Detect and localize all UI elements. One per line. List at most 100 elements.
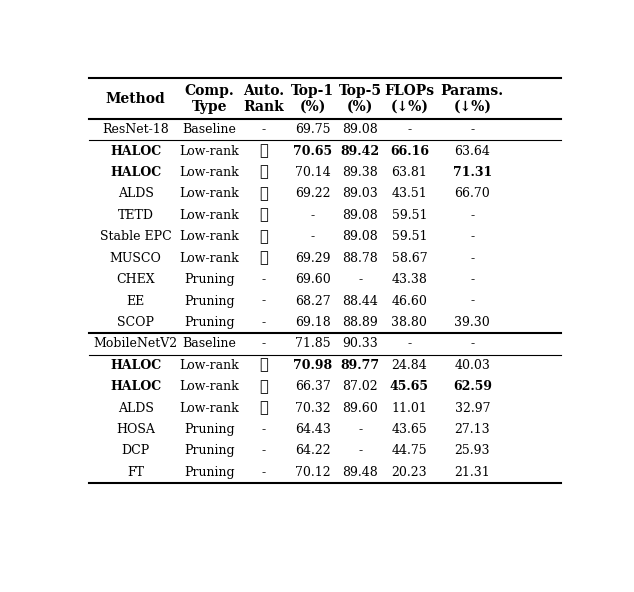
Text: Stable EPC: Stable EPC (100, 230, 172, 243)
Text: -: - (408, 337, 411, 350)
Text: -: - (311, 230, 314, 243)
Text: -: - (470, 252, 474, 265)
Text: 63.81: 63.81 (392, 166, 427, 179)
Text: Low-rank: Low-rank (179, 209, 239, 222)
Text: -: - (261, 123, 266, 136)
Text: ✓: ✓ (259, 358, 268, 372)
Text: -: - (358, 423, 363, 436)
Text: Low-rank: Low-rank (179, 144, 239, 157)
Text: 11.01: 11.01 (392, 401, 427, 414)
Text: 24.84: 24.84 (392, 359, 427, 372)
Text: Params.
(↓%): Params. (↓%) (441, 85, 504, 114)
Text: Low-rank: Low-rank (179, 188, 239, 200)
Text: 89.38: 89.38 (342, 166, 378, 179)
Text: -: - (470, 273, 474, 286)
Text: 69.75: 69.75 (295, 123, 330, 136)
Text: Pruning: Pruning (184, 423, 235, 436)
Text: 89.08: 89.08 (342, 123, 378, 136)
Text: FT: FT (127, 466, 145, 479)
Text: Pruning: Pruning (184, 294, 235, 307)
Text: 69.60: 69.60 (295, 273, 330, 286)
Text: ALDS: ALDS (118, 401, 153, 414)
Text: -: - (408, 123, 411, 136)
Text: 20.23: 20.23 (392, 466, 427, 479)
Text: 89.08: 89.08 (342, 230, 378, 243)
Text: HALOC: HALOC (110, 359, 162, 372)
Text: 69.22: 69.22 (295, 188, 330, 200)
Text: 87.02: 87.02 (342, 380, 378, 393)
Text: ✓: ✓ (259, 187, 268, 201)
Text: 44.75: 44.75 (392, 445, 427, 458)
Text: 62.59: 62.59 (453, 380, 492, 393)
Text: 71.85: 71.85 (295, 337, 330, 350)
Text: -: - (470, 209, 474, 222)
Text: 64.43: 64.43 (295, 423, 330, 436)
Text: MobileNetV2: MobileNetV2 (94, 337, 178, 350)
Text: 63.64: 63.64 (455, 144, 490, 157)
Text: -: - (261, 316, 266, 329)
Text: 40.03: 40.03 (455, 359, 490, 372)
Text: -: - (261, 423, 266, 436)
Text: -: - (261, 294, 266, 307)
Text: FLOPs
(↓%): FLOPs (↓%) (384, 85, 434, 114)
Text: -: - (470, 294, 474, 307)
Text: -: - (261, 337, 266, 350)
Text: EE: EE (127, 294, 145, 307)
Text: 39.30: 39.30 (455, 316, 490, 329)
Text: 88.44: 88.44 (342, 294, 378, 307)
Text: Low-rank: Low-rank (179, 252, 239, 265)
Text: 89.42: 89.42 (340, 144, 380, 157)
Text: 66.16: 66.16 (390, 144, 429, 157)
Text: ✗: ✗ (259, 208, 268, 223)
Text: Method: Method (106, 92, 165, 107)
Text: 38.80: 38.80 (392, 316, 427, 329)
Text: 45.65: 45.65 (390, 380, 429, 393)
Text: 21.31: 21.31 (455, 466, 490, 479)
Text: 69.29: 69.29 (295, 252, 330, 265)
Text: Low-rank: Low-rank (179, 359, 239, 372)
Text: 89.48: 89.48 (342, 466, 378, 479)
Text: -: - (261, 273, 266, 286)
Text: ✗: ✗ (259, 251, 268, 265)
Text: Low-rank: Low-rank (179, 166, 239, 179)
Text: Top-1
(%): Top-1 (%) (291, 85, 334, 114)
Text: ResNet-18: ResNet-18 (102, 123, 169, 136)
Text: HALOC: HALOC (110, 166, 162, 179)
Text: ✓: ✓ (259, 144, 268, 158)
Text: -: - (470, 230, 474, 243)
Text: Pruning: Pruning (184, 466, 235, 479)
Text: -: - (261, 445, 266, 458)
Text: 89.77: 89.77 (340, 359, 380, 372)
Text: Top-5
(%): Top-5 (%) (339, 85, 382, 114)
Text: Auto.
Rank: Auto. Rank (243, 85, 284, 114)
Text: 58.67: 58.67 (392, 252, 427, 265)
Text: 59.51: 59.51 (392, 230, 427, 243)
Text: ✓: ✓ (259, 166, 268, 179)
Text: ✓: ✓ (259, 401, 268, 415)
Text: 46.60: 46.60 (392, 294, 427, 307)
Text: 90.33: 90.33 (342, 337, 378, 350)
Text: Low-rank: Low-rank (179, 230, 239, 243)
Text: Baseline: Baseline (183, 123, 236, 136)
Text: SCOP: SCOP (117, 316, 154, 329)
Text: 70.12: 70.12 (295, 466, 330, 479)
Text: 64.22: 64.22 (295, 445, 330, 458)
Text: Low-rank: Low-rank (179, 380, 239, 393)
Text: 27.13: 27.13 (455, 423, 490, 436)
Text: MUSCO: MUSCO (110, 252, 162, 265)
Text: -: - (470, 337, 474, 350)
Text: 66.70: 66.70 (455, 188, 490, 200)
Text: 88.89: 88.89 (342, 316, 378, 329)
Text: Low-rank: Low-rank (179, 401, 239, 414)
Text: -: - (311, 209, 314, 222)
Text: 89.03: 89.03 (342, 188, 378, 200)
Text: 69.18: 69.18 (295, 316, 330, 329)
Text: Pruning: Pruning (184, 445, 235, 458)
Text: -: - (358, 445, 363, 458)
Text: 43.38: 43.38 (392, 273, 427, 286)
Text: 89.08: 89.08 (342, 209, 378, 222)
Text: 25.93: 25.93 (455, 445, 490, 458)
Text: -: - (261, 466, 266, 479)
Text: 70.98: 70.98 (293, 359, 332, 372)
Text: DCP: DCP (122, 445, 150, 458)
